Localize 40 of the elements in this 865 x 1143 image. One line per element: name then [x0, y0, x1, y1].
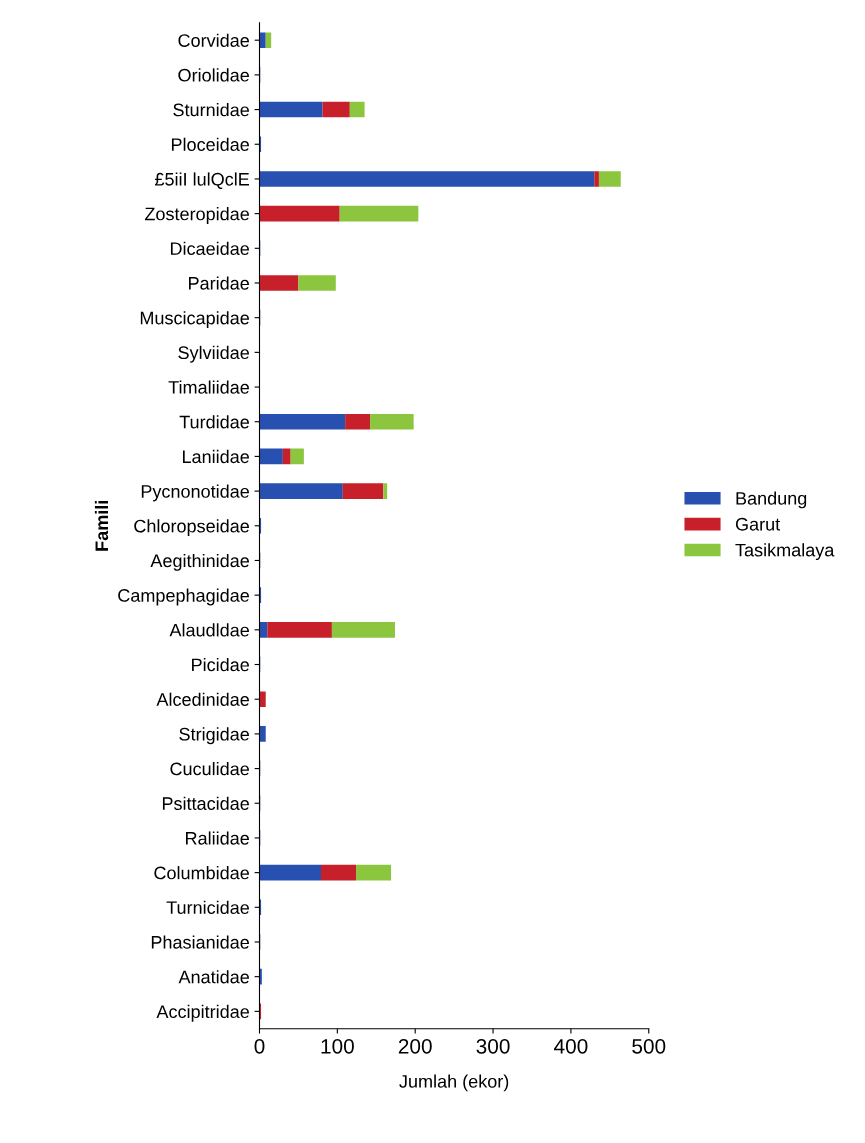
y-tick-label: Picidae: [192, 657, 249, 672]
y-tick-label: Sturnidae: [173, 103, 249, 117]
legend-label: Garut: [735, 517, 781, 531]
x-tick-label: 100: [321, 1038, 354, 1054]
y-tick-label: Dicaeidae: [170, 241, 249, 256]
y-tick-label: Columbidae: [154, 866, 249, 880]
x-tick-label: 0: [254, 1038, 265, 1054]
y-tick-label: Laniidae: [182, 449, 249, 464]
y-tick-label: Strigidae: [179, 727, 249, 745]
y-tick-label: Turdidae: [179, 415, 249, 429]
y-tick-label: Pycnonotidae: [141, 484, 249, 502]
y-tick-label: Turnicidae: [166, 900, 249, 915]
x-tick-label: 500: [632, 1038, 666, 1054]
y-tick-label: Raliidae: [186, 831, 249, 845]
y-tick-label: Anatidae: [178, 970, 249, 984]
y-tick-label: Accipitridae: [156, 1004, 249, 1022]
y-tick-label: Campephagidae: [118, 588, 249, 606]
y-tick-label: Muscicapidae: [140, 311, 249, 328]
y-tick-label: Ploceidae: [171, 137, 249, 151]
x-tick-label: 200: [398, 1038, 432, 1054]
y-tick-label: Timaliidae: [168, 380, 249, 394]
y-tick-label: Oriolidae: [178, 68, 249, 82]
y-tick-label: Alaudldae: [169, 623, 249, 637]
x-tick-label: 300: [476, 1038, 510, 1054]
y-axis-title: Famili: [94, 500, 109, 551]
y-tick-label: Chloropseidae: [134, 519, 249, 537]
y-tick-label: Cuculidae: [170, 762, 249, 776]
y-tick-label: Alcedinidae: [156, 692, 249, 706]
y-tick-label: Phasianidae: [151, 935, 249, 949]
y-tick-label: Sylviidae: [178, 345, 249, 363]
y-tick-label: Paridae: [189, 276, 249, 290]
y-tick-label: £5iiI lulQclE: [154, 172, 249, 189]
y-tick-label: Psittacidae: [162, 796, 249, 810]
y-tick-label: Zosteropidae: [144, 207, 249, 224]
legend-label: Tasikmalaya: [735, 543, 835, 561]
x-tick-label: 400: [554, 1038, 588, 1054]
x-axis-title: Jumlah (ekor): [399, 1074, 509, 1092]
y-tick-label: Aegithinidae: [150, 553, 249, 571]
legend-label: Bandung: [736, 491, 807, 509]
y-tick-label: Corvidae: [178, 33, 249, 47]
